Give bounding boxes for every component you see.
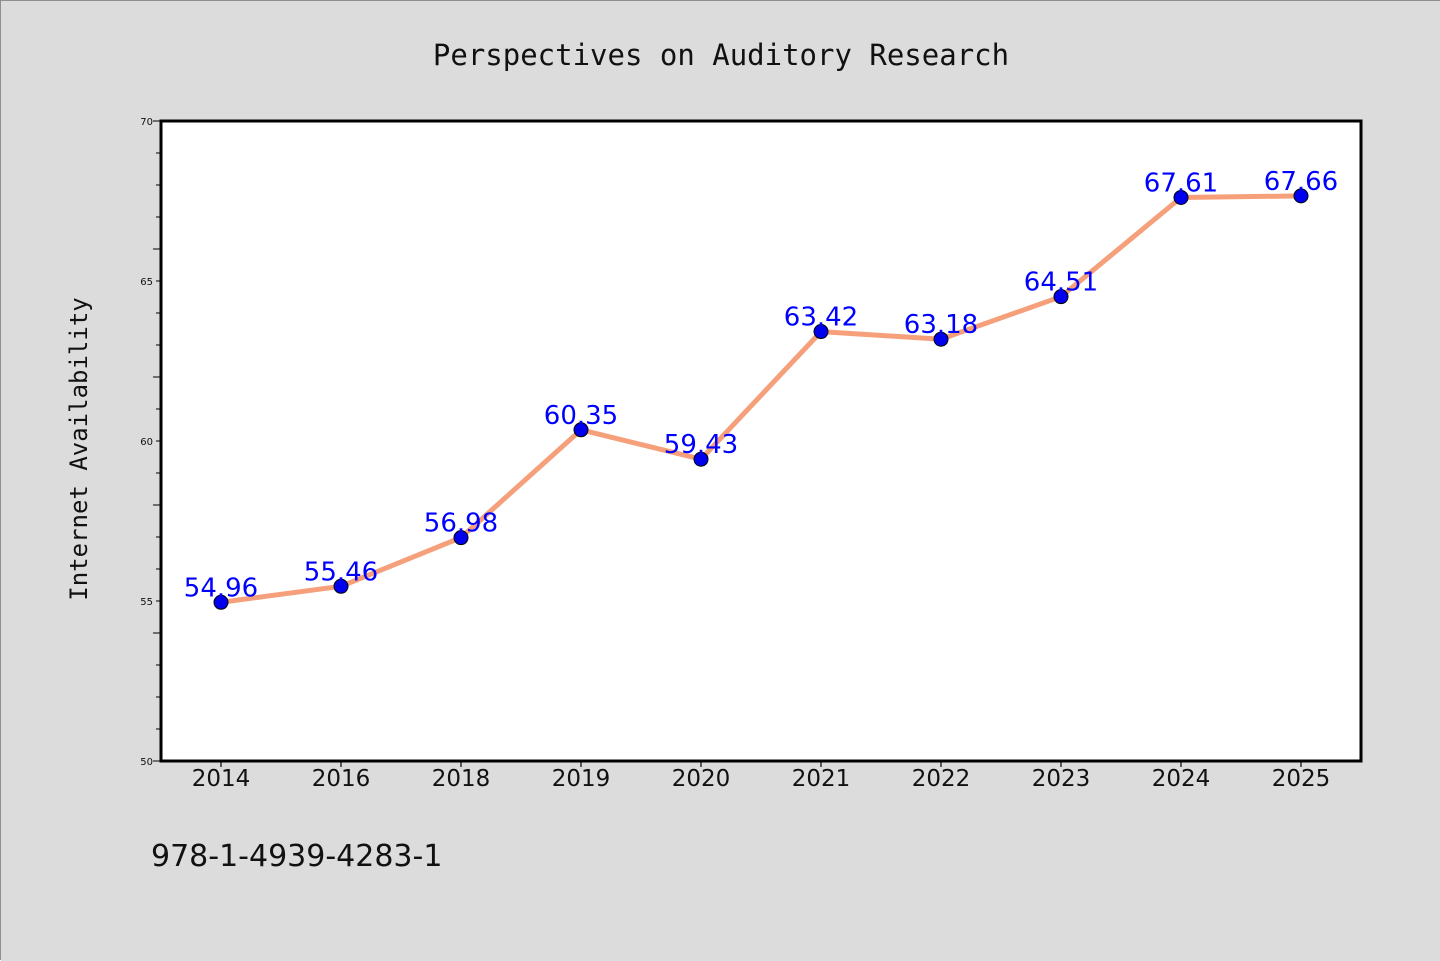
data-point <box>1293 188 1309 204</box>
x-tick-label: 2025 <box>1272 766 1331 792</box>
x-tick-label: 2020 <box>672 766 731 792</box>
y-tick-label: 55 <box>140 597 153 608</box>
data-label: 67.61 <box>1144 168 1218 198</box>
plot-area <box>161 121 1361 761</box>
x-tick-label: 2023 <box>1032 766 1091 792</box>
data-label: 56.98 <box>424 509 498 539</box>
y-axis-label: Internet Availability <box>65 297 93 600</box>
plot-frame <box>159 119 1363 763</box>
data-label: 60.35 <box>544 401 618 431</box>
data-point <box>453 530 469 546</box>
y-tick-label: 70 <box>140 117 153 128</box>
x-tick-label: 2022 <box>912 766 971 792</box>
data-label: 67.66 <box>1264 167 1338 197</box>
x-tick-label: 2014 <box>192 766 251 792</box>
data-point <box>573 422 589 438</box>
x-tick-label: 2021 <box>792 766 851 792</box>
data-label: 64.51 <box>1024 268 1098 298</box>
series-line <box>218 193 1304 605</box>
series-group: 54.96 55.46 56.98 60.35 59.43 63.42 63.18 64.51… <box>184 167 1338 610</box>
data-label: 55.46 <box>304 557 378 587</box>
y-tick-label: 50 <box>140 757 153 768</box>
data-label: 63.42 <box>784 303 858 333</box>
x-tick-label: 2016 <box>312 766 371 792</box>
y-tick-label: 65 <box>140 277 153 288</box>
data-point <box>213 594 229 610</box>
x-tick-label: 2018 <box>432 766 491 792</box>
data-point <box>933 331 949 347</box>
chart-title: Perspectives on Auditory Research <box>433 38 1009 72</box>
data-point <box>1053 289 1069 305</box>
x-tick-label: 2019 <box>552 766 611 792</box>
footer-text: 978-1-4939-4283-1 <box>151 839 442 874</box>
data-label: 59.43 <box>664 430 738 460</box>
data-point <box>813 324 829 340</box>
x-axis-ticks: 2014 2016 2018 2019 2020 2021 2022 2023 2024 2025 <box>192 761 1331 792</box>
data-point <box>693 451 709 467</box>
y-tick-label: 60 <box>140 437 153 448</box>
data-label: 63.18 <box>904 310 978 340</box>
data-point <box>333 578 349 594</box>
data-label: 54.96 <box>184 573 258 603</box>
data-point <box>1173 189 1189 205</box>
x-tick-label: 2024 <box>1152 766 1211 792</box>
